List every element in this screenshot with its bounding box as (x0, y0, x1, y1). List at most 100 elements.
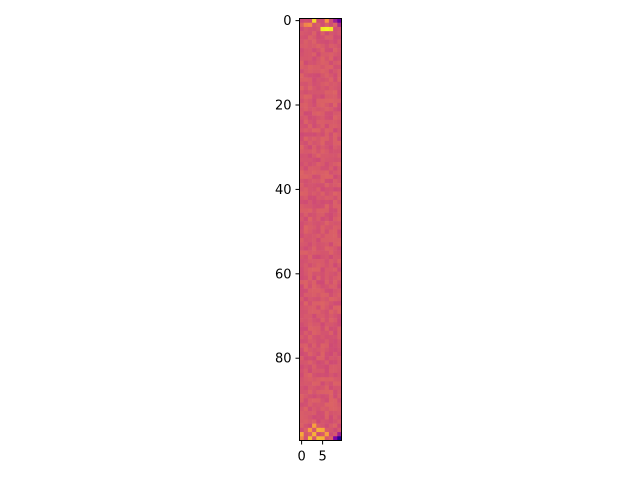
heatmap-cell (299, 398, 304, 403)
heatmap-cell (333, 398, 338, 403)
heatmap-cell (307, 115, 313, 121)
heatmap-cell (312, 402, 317, 408)
heatmap-cell (328, 330, 334, 336)
heatmap-cell (328, 153, 334, 159)
heatmap-cell (316, 275, 321, 281)
heatmap-cell (299, 254, 304, 260)
heatmap-cell (303, 330, 309, 336)
heatmap-cell (299, 250, 304, 256)
heatmap-cell (328, 174, 334, 180)
heatmap-cell (333, 48, 338, 53)
heatmap-cell (333, 250, 338, 256)
heatmap-cell (324, 39, 330, 45)
heatmap-cell (324, 26, 330, 32)
heatmap-cell (307, 242, 313, 247)
heatmap-cell (333, 368, 338, 374)
heatmap-cell (333, 347, 338, 353)
heatmap-cell (333, 81, 338, 87)
heatmap-cell (333, 174, 338, 180)
heatmap-cell (316, 136, 321, 142)
heatmap-cell (337, 242, 342, 247)
heatmap-cell (328, 356, 334, 361)
heatmap-cell (320, 124, 325, 129)
heatmap-cell (324, 90, 330, 95)
heatmap-cell (333, 77, 338, 83)
heatmap-cell (312, 115, 317, 121)
heatmap-cell (320, 250, 325, 256)
heatmap-cell (299, 364, 304, 370)
heatmap-cell (333, 178, 338, 184)
heatmap-cell (337, 183, 342, 188)
heatmap-cell (299, 199, 304, 205)
heatmap-cell (337, 111, 342, 116)
heatmap-cell (333, 26, 338, 32)
heatmap-cell (324, 69, 330, 74)
heatmap-cell (307, 18, 313, 24)
heatmap-cell (299, 81, 304, 87)
heatmap-cell (320, 195, 325, 201)
heatmap-cell (333, 233, 338, 239)
heatmap-cell (307, 360, 313, 365)
heatmap-cell (320, 381, 325, 386)
heatmap-cell (312, 360, 317, 365)
heatmap-cell (312, 166, 317, 171)
heatmap-cell (316, 22, 321, 28)
heatmap-cell (303, 406, 309, 412)
heatmap-cell (337, 166, 342, 171)
heatmap-cell (303, 119, 309, 125)
heatmap-cell (303, 351, 309, 357)
heatmap-cell (328, 64, 334, 70)
heatmap-cell (333, 330, 338, 336)
heatmap-cell (316, 128, 321, 133)
heatmap-cell (337, 39, 342, 45)
heatmap-cell (328, 69, 334, 74)
heatmap-cell (337, 18, 342, 24)
heatmap-cell (320, 263, 325, 268)
heatmap-cell (337, 381, 342, 386)
heatmap-cell (303, 111, 309, 116)
heatmap-cell (328, 254, 334, 260)
heatmap-cell (316, 436, 321, 441)
heatmap-cell (307, 263, 313, 268)
heatmap-cell (328, 187, 334, 192)
heatmap-cell (307, 225, 313, 230)
heatmap-cell (307, 170, 313, 175)
heatmap-cell (333, 343, 338, 348)
heatmap-cell (303, 288, 309, 294)
heatmap-cell (337, 318, 342, 323)
heatmap-cell (324, 237, 330, 243)
heatmap-cell (303, 52, 309, 57)
heatmap-cell (320, 377, 325, 382)
heatmap-cell (324, 18, 330, 24)
heatmap-cell (324, 339, 330, 344)
heatmap-cell (307, 149, 313, 154)
heatmap-cell (337, 372, 342, 378)
heatmap-cell (303, 381, 309, 386)
heatmap-cell (320, 166, 325, 171)
heatmap-cell (303, 339, 309, 344)
heatmap-cell (316, 394, 321, 399)
heatmap-cell (303, 86, 309, 91)
heatmap-cell (324, 52, 330, 57)
heatmap-cell (324, 56, 330, 61)
heatmap-cell (299, 204, 304, 209)
heatmap-cell (328, 237, 334, 243)
heatmap-cell (303, 43, 309, 49)
heatmap-cell (299, 90, 304, 95)
heatmap-cell (337, 119, 342, 125)
heatmap-cell (333, 335, 338, 340)
heatmap-cell (316, 410, 321, 416)
heatmap-cell (320, 128, 325, 133)
heatmap-cell (307, 26, 313, 32)
heatmap-cell (320, 368, 325, 374)
heatmap-cell (299, 242, 304, 247)
heatmap-cell (303, 246, 309, 251)
heatmap-cell (307, 212, 313, 218)
heatmap-cell (333, 199, 338, 205)
heatmap-cell (328, 199, 334, 205)
heatmap-cell (333, 356, 338, 361)
heatmap-cell (312, 406, 317, 412)
heatmap-cell (337, 427, 342, 433)
heatmap-cell (316, 263, 321, 268)
heatmap-cell (324, 292, 330, 298)
